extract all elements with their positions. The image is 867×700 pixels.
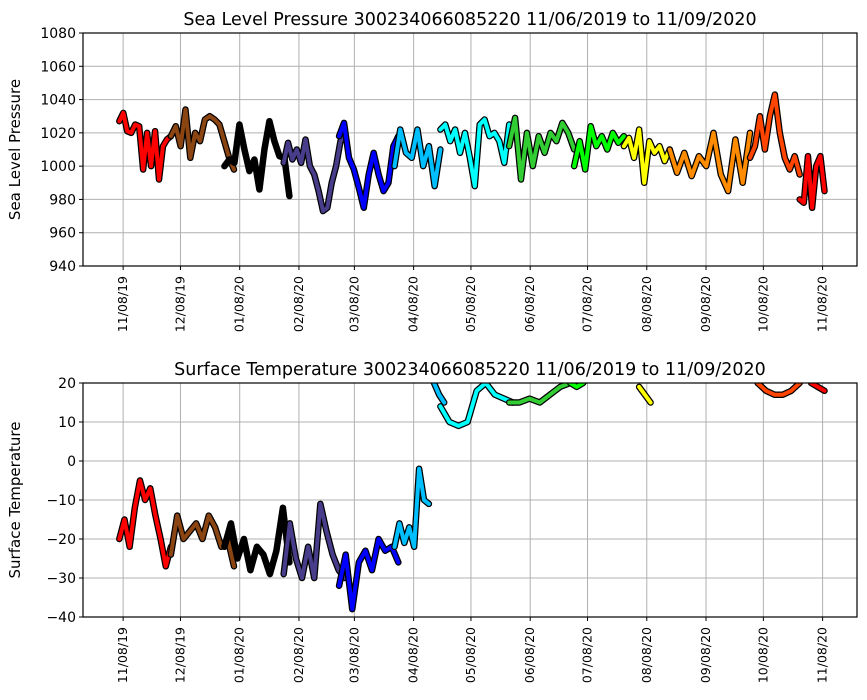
x-tick-label: 11/08/20 bbox=[815, 627, 830, 683]
data-segment bbox=[431, 383, 447, 405]
data-series bbox=[116, 383, 828, 613]
chart-title: Sea Level Pressure 300234066085220 11/06… bbox=[183, 10, 756, 30]
x-tick-label: 03/08/20 bbox=[346, 276, 361, 332]
y-tick-label: 1040 bbox=[40, 93, 76, 109]
x-tick-label: 11/08/19 bbox=[115, 276, 130, 332]
x-tick-label: 06/08/20 bbox=[522, 627, 537, 683]
x-tick-label: 10/08/20 bbox=[755, 276, 770, 332]
chart-title: Surface Temperature 300234066085220 11/0… bbox=[174, 360, 766, 380]
x-tick-label: 09/08/20 bbox=[698, 276, 713, 332]
x-tick-label: 07/08/20 bbox=[580, 627, 595, 683]
x-tick-label: 10/08/20 bbox=[755, 627, 770, 683]
x-tick-label: 04/08/20 bbox=[406, 276, 421, 332]
y-tick-label: 20 bbox=[58, 376, 76, 392]
data-segment bbox=[117, 478, 173, 569]
x-tick-label: 01/08/20 bbox=[232, 276, 247, 332]
y-axis-label: Sea Level Pressure bbox=[6, 79, 24, 220]
data-segment bbox=[168, 107, 236, 172]
y-tick-label: −10 bbox=[46, 493, 76, 509]
data-segment bbox=[281, 134, 347, 214]
data-segment bbox=[621, 127, 672, 185]
y-tick-label: 0 bbox=[67, 454, 76, 470]
data-segment bbox=[507, 115, 577, 182]
x-tick-label: 03/08/20 bbox=[346, 627, 361, 683]
data-segment bbox=[117, 110, 173, 182]
y-tick-label: 10 bbox=[58, 415, 76, 431]
data-segment bbox=[392, 466, 431, 549]
y-tick-label: −20 bbox=[46, 532, 76, 548]
x-tick-label: 02/08/20 bbox=[291, 627, 306, 683]
x-tick-label: 08/08/20 bbox=[639, 627, 654, 683]
data-segment bbox=[637, 384, 653, 405]
data-segment bbox=[222, 505, 292, 577]
data-segment bbox=[667, 130, 752, 194]
y-tick-label: −30 bbox=[46, 571, 76, 587]
data-segment bbox=[281, 501, 347, 580]
data-segment bbox=[755, 383, 802, 397]
x-tick-label: 09/08/20 bbox=[698, 627, 713, 683]
axes-frame bbox=[82, 32, 858, 267]
data-segment bbox=[747, 92, 802, 177]
data-segment bbox=[438, 383, 515, 428]
data-segment bbox=[438, 117, 512, 189]
data-segment bbox=[222, 119, 292, 199]
x-tick-label: 12/08/19 bbox=[172, 627, 187, 683]
y-tick-label: 980 bbox=[49, 192, 76, 208]
y-axis-label: Surface Temperature bbox=[6, 422, 24, 579]
axes-frame bbox=[82, 382, 858, 618]
y-tick-label: 960 bbox=[49, 226, 76, 242]
x-tick-label: 12/08/19 bbox=[172, 276, 187, 332]
x-tick-label: 07/08/20 bbox=[580, 276, 595, 332]
data-segment bbox=[507, 383, 573, 405]
x-tick-label: 02/08/20 bbox=[291, 276, 306, 332]
x-tick-label: 05/08/20 bbox=[463, 276, 478, 332]
y-tick-label: 1080 bbox=[40, 26, 76, 42]
data-segment bbox=[797, 154, 827, 210]
data-segment bbox=[337, 537, 401, 612]
y-tick-label: 940 bbox=[49, 259, 76, 275]
x-tick-label: 11/08/19 bbox=[115, 627, 130, 683]
data-segment bbox=[392, 127, 443, 189]
data-segment bbox=[337, 120, 401, 210]
chart-2: Surface Temperature 300234066085220 11/0… bbox=[6, 360, 858, 683]
x-tick-label: 01/08/20 bbox=[232, 627, 247, 683]
data-segment bbox=[809, 383, 827, 393]
data-segment bbox=[572, 124, 626, 172]
y-tick-label: 1060 bbox=[40, 59, 76, 75]
y-tick-label: 1000 bbox=[40, 159, 76, 175]
x-tick-label: 06/08/20 bbox=[522, 276, 537, 332]
x-tick-label: 05/08/20 bbox=[463, 627, 478, 683]
y-tick-label: 1020 bbox=[40, 126, 76, 142]
data-series bbox=[116, 91, 828, 215]
y-tick-label: −40 bbox=[46, 610, 76, 626]
data-segment bbox=[568, 383, 586, 389]
chart-1: Sea Level Pressure 300234066085220 11/06… bbox=[6, 10, 858, 332]
x-tick-label: 04/08/20 bbox=[406, 627, 421, 683]
x-tick-label: 11/08/20 bbox=[815, 276, 830, 332]
x-tick-label: 08/08/20 bbox=[639, 276, 654, 332]
